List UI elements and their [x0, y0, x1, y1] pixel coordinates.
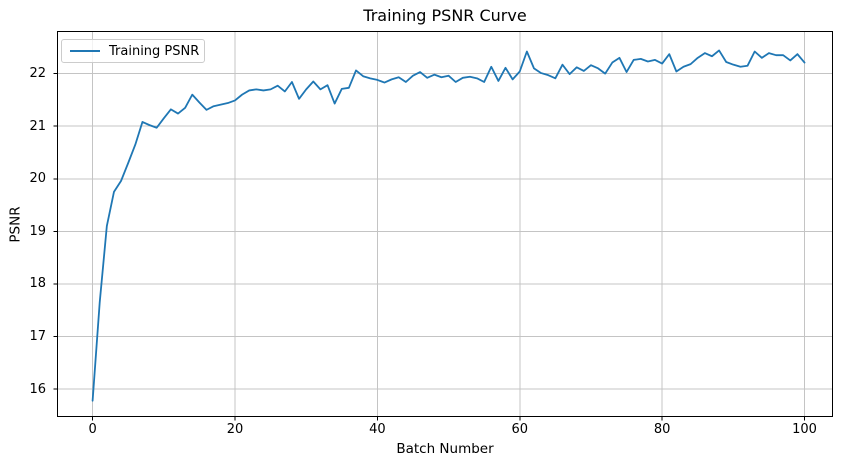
y-tick-label: 17	[29, 329, 46, 345]
chart-title: Training PSNR Curve	[363, 6, 527, 25]
legend: Training PSNR	[61, 39, 205, 63]
y-tick-label: 19	[29, 223, 46, 239]
y-tick-label: 22	[29, 66, 46, 82]
x-tick-label: 100	[792, 422, 817, 437]
x-axis-label: Batch Number	[396, 441, 494, 457]
y-tick-label: 20	[29, 171, 46, 187]
y-tick-label: 16	[29, 381, 46, 397]
legend-line-sample	[70, 50, 100, 52]
axes-spines	[57, 31, 833, 417]
x-tick-label: 80	[653, 422, 671, 437]
x-tick-label: 40	[369, 422, 386, 437]
x-tick-label: 60	[511, 422, 529, 437]
y-tick-label: 21	[29, 118, 46, 134]
x-tick-label: 20	[226, 422, 244, 437]
y-tick-label: 18	[29, 276, 46, 292]
training-psnr-line	[91, 49, 806, 402]
legend-label: Training PSNR	[109, 43, 200, 59]
x-tick-label: 0	[88, 422, 97, 437]
